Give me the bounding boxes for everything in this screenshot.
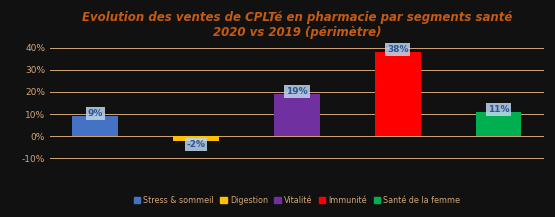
Bar [274, 94, 320, 136]
Text: 19%: 19% [286, 87, 307, 96]
Bar [476, 112, 522, 136]
Text: 11%: 11% [488, 105, 509, 114]
Text: -2%: -2% [186, 140, 205, 149]
Title: Evolution des ventes de CPLTé en pharmacie par segments santé
2020 vs 2019 (péri: Evolution des ventes de CPLTé en pharmac… [82, 12, 512, 39]
Text: 38%: 38% [387, 45, 408, 54]
Text: 9%: 9% [88, 109, 103, 118]
Bar [72, 116, 118, 136]
Legend: Stress & sommeil, Digestion, Vitalité, Immunité, Santé de la femme: Stress & sommeil, Digestion, Vitalité, I… [134, 196, 460, 205]
Bar [375, 52, 421, 136]
Bar [173, 136, 219, 141]
